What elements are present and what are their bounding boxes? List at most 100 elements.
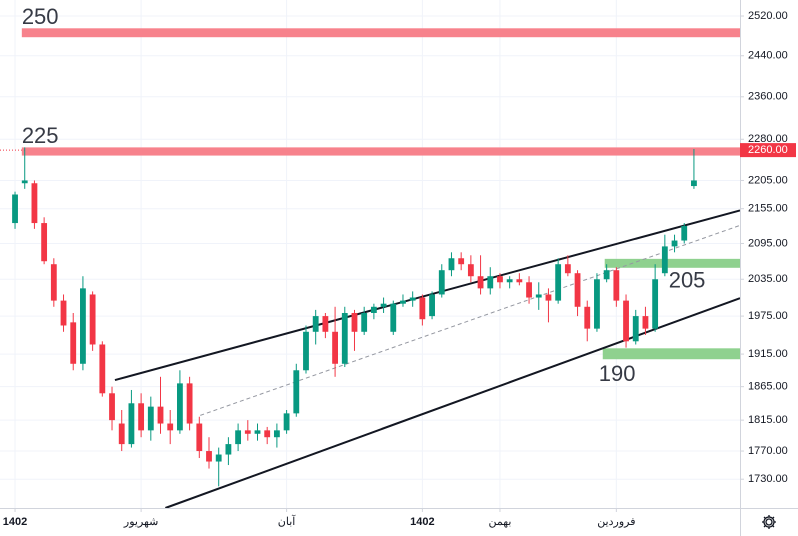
candle-body [535,294,542,298]
candle-body [361,312,368,332]
candle-body [147,406,154,431]
y-tick-label: 1730.00 [748,473,788,485]
y-tick-label: 2280.00 [748,133,788,145]
x-tick-label: شهریور [123,516,158,528]
y-tick-label: 1915.00 [748,348,788,360]
candle-body [341,312,348,364]
settings-icon[interactable] [762,515,776,529]
y-tick-label: 2205.00 [748,174,788,186]
zone [604,258,740,268]
candle-body [564,264,571,274]
candle-body [235,430,242,445]
candle-body [186,383,193,424]
x-tick-label: بهمن [489,516,512,528]
last-price-label: 2260.00 [748,144,788,156]
y-tick-label: 2360.00 [748,91,788,103]
candle-body [632,316,639,342]
candle-body [380,303,387,307]
candle-body [613,270,620,301]
candle-body [303,331,309,371]
candle-body [516,279,523,283]
y-tick-label: 2035.00 [748,273,788,285]
candle-body [215,454,222,462]
settings-icon-ring [763,516,775,528]
candle-body [458,258,465,265]
candle-body [497,276,503,283]
y-tick-label: 1865.00 [748,381,788,393]
candle-body [652,279,659,329]
channel-line [200,224,741,416]
zone [602,348,740,360]
x-tick-label: 1402 [3,516,27,528]
candle-body [681,225,688,241]
candle-body [603,270,610,280]
zone-label: 225 [22,123,59,148]
axes: 2520.00 2440.00 2360.00 2280.00 2205.00 2155.… [3,10,796,528]
y-tick-label: 2520.00 [748,10,788,22]
zone [21,147,740,156]
candle-body [254,430,261,434]
candle-body [642,316,649,329]
candle-body [70,322,77,364]
candle-body [283,413,290,431]
candle-body [167,423,174,431]
candle-body [545,294,552,301]
candle-body [118,423,125,445]
candle-body [206,451,212,462]
candle-body [691,180,697,187]
grid [0,0,740,508]
candle-body [312,316,319,332]
candle-body [584,306,591,329]
zone-label: 190 [599,361,636,386]
candle-body [623,300,629,342]
candle-body [322,316,329,332]
candle-body [196,423,203,452]
settings-icon-hole [765,518,773,526]
candle-body [31,183,38,224]
candle-body [390,303,397,332]
candle-body [109,393,115,421]
y-tick-label: 1975.00 [748,310,788,322]
candle-body [370,306,377,313]
y-tick-label: 1770.00 [748,445,788,457]
x-tick-label: فروردین [597,516,635,528]
candle-body [400,300,406,304]
candle-body [661,246,668,274]
x-tick-label: 1402 [410,516,434,528]
candle-body [128,403,135,445]
candle-body [21,180,28,184]
channel-line [165,297,741,509]
candle-body [332,331,338,364]
candle-body [157,406,164,424]
candle-body [244,430,251,434]
plot: 250 225 205 190 [0,4,741,509]
candle-body [264,430,271,438]
candle-body [467,264,474,277]
candle-body [419,297,426,320]
candle-body [41,223,48,262]
candle-body [176,383,183,431]
candle-body [60,300,67,326]
candle-body [50,264,57,301]
last-price-box [740,143,796,158]
candle-body [448,258,455,271]
y-tick-label: 2095.00 [748,237,788,249]
candle-body [555,264,562,301]
candle-body [477,276,484,289]
candle-body [409,297,416,301]
candle-body [487,276,494,289]
candle-body [438,270,445,295]
x-tick-label: آبان [278,515,296,528]
zone-label: 250 [22,4,59,29]
candle-body [526,282,532,298]
zone-label: 205 [669,268,706,293]
settings-icon-teeth [762,515,776,529]
candle-body [138,403,145,431]
y-tick-label: 2440.00 [748,50,788,62]
candle-body [506,279,513,283]
candle-body [351,312,358,332]
candle-body [429,294,435,317]
candle-body [594,279,600,329]
candle-body [12,194,18,224]
